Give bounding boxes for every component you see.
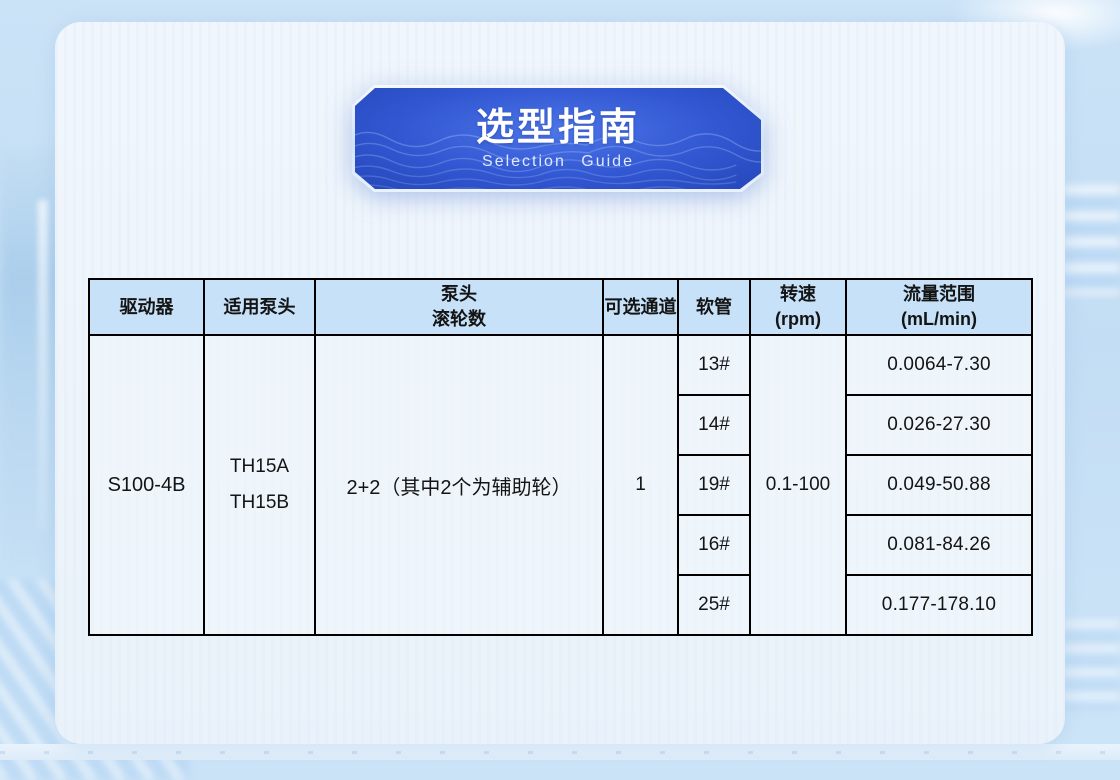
cell-tube: 13#: [677, 334, 751, 396]
header-speed: 转速 (rpm): [749, 278, 847, 336]
header-flow: 流量范围 (mL/min): [845, 278, 1033, 336]
cell-flow: 0.049-50.88: [845, 454, 1033, 516]
table-row: S100-4B TH15A TH15B 2+2（其中2个为辅助轮） 1 13# …: [88, 334, 1033, 636]
header-rollers-line1: 泵头: [441, 284, 477, 304]
cell-tube: 19#: [677, 454, 751, 516]
pump-head-2: TH15B: [229, 492, 290, 513]
header-flow-line1: 流量范围: [903, 284, 975, 304]
table-row: 19# 0.049-50.88: [89, 454, 1033, 516]
header-pump-head-label: 适用泵头: [223, 296, 296, 317]
cell-tube: 14#: [677, 394, 751, 456]
header-tube-label: 软管: [696, 296, 732, 317]
page-title: 选型指南: [475, 106, 640, 149]
header-tube: 软管: [677, 278, 751, 336]
header-driver: 驱动器: [88, 278, 205, 336]
header-rollers-line2: 滚轮数: [432, 309, 486, 329]
cell-channels: 1: [602, 334, 679, 636]
header-row: 驱动器 适用泵头 泵头 滚轮数 可选通道 软管 转速 (rpm) 流量范围 (m…: [88, 278, 1033, 336]
cell-flow: 0.0064-7.30: [845, 334, 1033, 396]
cell-tube: 25#: [677, 574, 751, 636]
cell-flow: 0.177-178.10: [845, 574, 1033, 636]
bg-bottom-tick-line: [0, 751, 1120, 754]
bg-left-highlight: [38, 200, 48, 530]
cell-tube: 16#: [677, 514, 751, 576]
pump-head-1: TH15A: [229, 456, 290, 477]
bg-right-streaks-bottom: [1062, 620, 1120, 710]
header-channels-label: 可选通道: [604, 296, 677, 317]
selection-guide-table: 驱动器 适用泵头 泵头 滚轮数 可选通道 软管 转速 (rpm) 流量范围 (m…: [88, 278, 1033, 636]
header-speed-line2: (rpm): [775, 309, 821, 329]
header-driver-label: 驱动器: [119, 296, 174, 317]
header-rollers: 泵头 滚轮数: [314, 278, 604, 336]
bg-right-streaks-top: [1062, 185, 1120, 295]
bg-bottom-band: [0, 744, 1120, 760]
bg-left-blur-decoration: [0, 148, 62, 578]
cell-rollers: 2+2（其中2个为辅助轮）: [314, 334, 604, 636]
header-pump-head: 适用泵头: [203, 278, 316, 336]
header-flow-line2: (mL/min): [901, 309, 977, 329]
wave-pattern-decoration: [355, 131, 761, 189]
header-speed-line1: 转速: [780, 284, 816, 304]
cell-flow: 0.081-84.26: [845, 514, 1033, 576]
table-row: 16# 0.081-84.26: [89, 514, 1033, 576]
table-row: 14# 0.026-27.30: [89, 394, 1033, 456]
table-row: 25# 0.177-178.10: [89, 574, 1033, 636]
page-subtitle: Selection Guide: [482, 153, 634, 171]
title-banner: 选型指南 Selection Guide: [352, 85, 764, 192]
cell-driver: S100-4B: [88, 334, 205, 636]
cell-speed: 0.1-100: [749, 334, 847, 636]
banner-background: 选型指南 Selection Guide: [355, 88, 761, 189]
cell-pump-heads: TH15A TH15B: [203, 334, 316, 636]
cell-flow: 0.026-27.30: [845, 394, 1033, 456]
header-channels: 可选通道: [602, 278, 679, 336]
